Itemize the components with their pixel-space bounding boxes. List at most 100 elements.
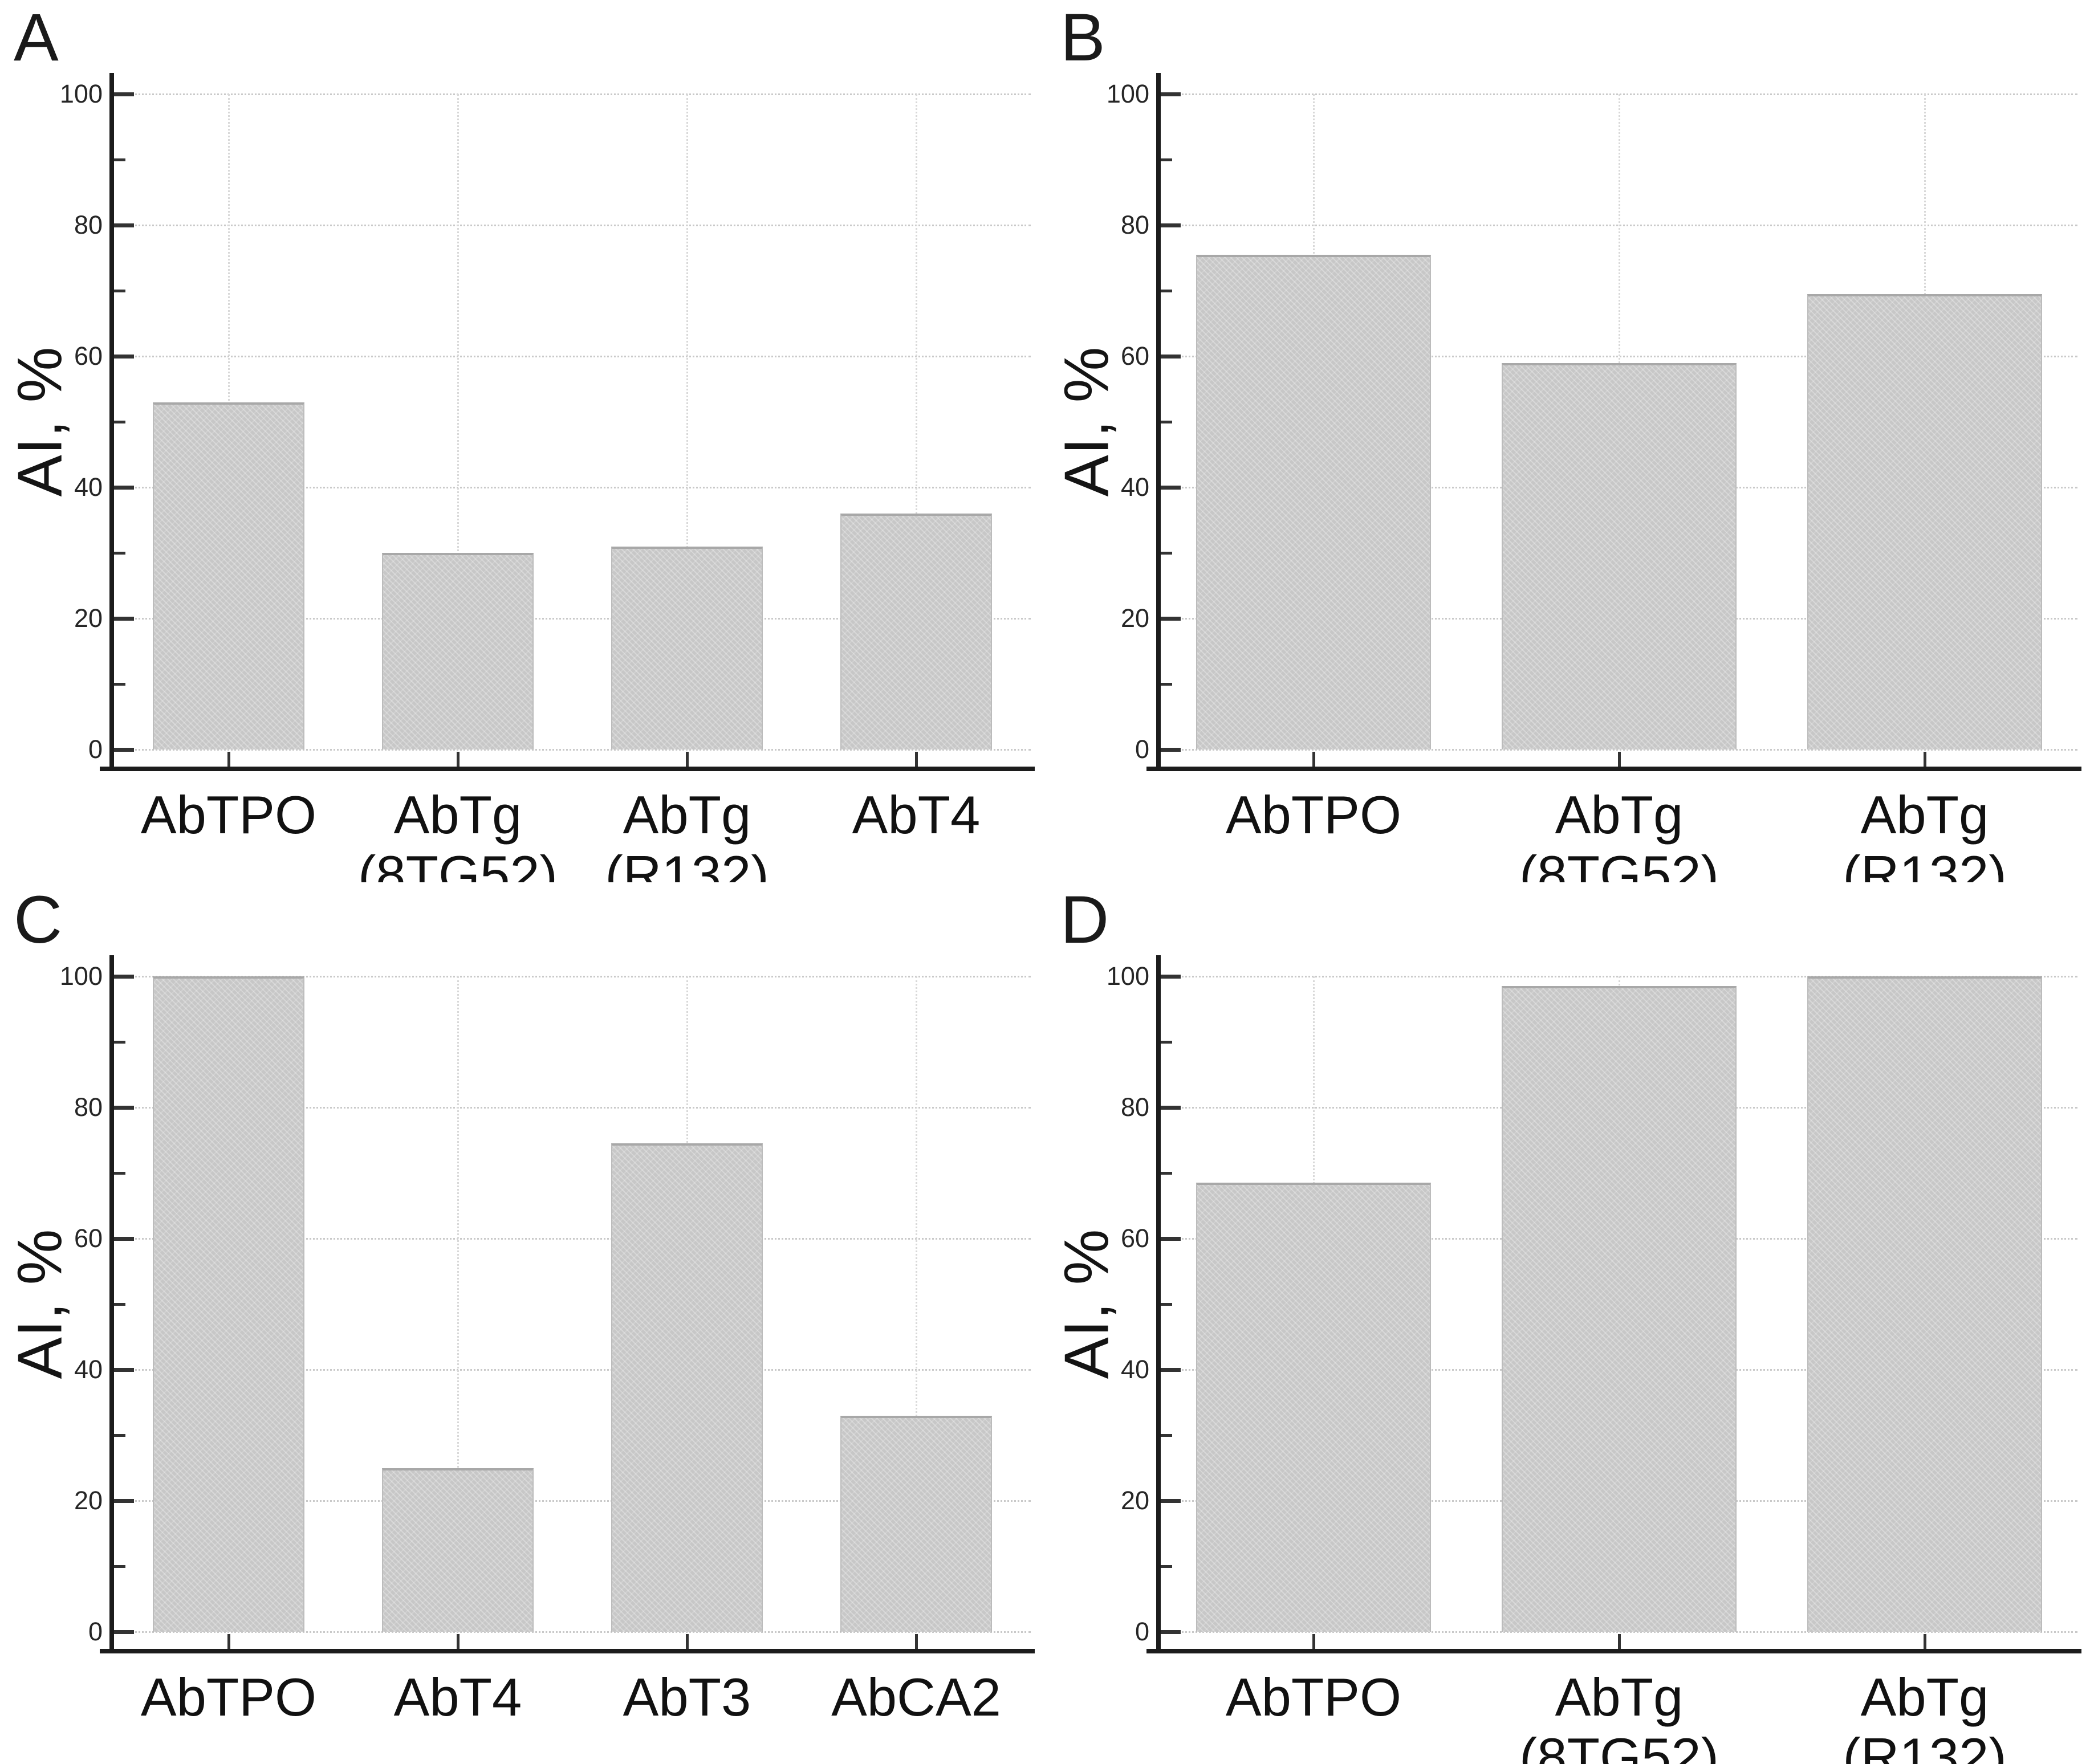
panel-letter: B	[1060, 0, 1105, 75]
x-category-label-line: AbTg	[623, 785, 751, 845]
x-category-tick-0	[227, 752, 230, 767]
x-category-tick-0	[227, 1634, 230, 1649]
y-minor-tick-50	[114, 420, 125, 423]
y-major-tick-100	[1161, 92, 1181, 96]
y-tick-label-100: 100	[59, 962, 103, 991]
y-major-tick-0	[1161, 1629, 1181, 1634]
panel-letter: C	[14, 882, 63, 958]
x-category-label-0: AbTPO	[46, 785, 411, 845]
gridline-y-60	[114, 1238, 1031, 1240]
y-major-tick-20	[114, 1498, 134, 1503]
y-minor-tick-50	[114, 1302, 125, 1306]
y-minor-tick-90	[114, 158, 125, 161]
y-major-tick-40	[114, 1367, 134, 1372]
x-category-label-line: AbT4	[393, 1667, 522, 1727]
y-major-tick-100	[1161, 974, 1181, 979]
y-tick-label-100: 100	[1106, 962, 1149, 991]
x-category-label-line: AbTg	[1860, 785, 1989, 845]
bar-abtg-8tg52	[1501, 362, 1737, 749]
y-tick-label-80: 80	[74, 210, 103, 239]
bar-abtpo	[153, 402, 304, 749]
panel-c: C AI, % 0 20 40 60 80 100 AbTPO AbT4 AbT3 AbCA2	[0, 882, 1047, 1764]
y-major-tick-20	[1161, 1498, 1181, 1503]
x-category-label-2: AbT3	[505, 1667, 869, 1727]
y-minor-tick-90	[1161, 1040, 1172, 1044]
y-axis-line	[1156, 73, 1161, 771]
x-category-label-3: AbT4	[734, 785, 1047, 845]
y-tick-label-20: 20	[1120, 604, 1149, 633]
x-category-label-0: AbTPO	[46, 1667, 411, 1727]
y-major-tick-60	[114, 354, 134, 358]
y-tick-label-20: 20	[74, 604, 103, 633]
y-major-tick-60	[1161, 354, 1181, 358]
bar-abca2	[840, 1415, 992, 1632]
y-major-tick-80	[1161, 1105, 1181, 1110]
x-category-label-line: AbTPO	[140, 785, 317, 845]
bar-abtpo	[153, 976, 304, 1632]
y-major-tick-100	[114, 92, 134, 96]
x-category-label-1: AbTg (8TG52)	[275, 785, 640, 882]
panel-b: B AI, % 0 20 40 60 80 100 AbTPO AbTg (8TG52) AbTg (R…	[1047, 0, 2094, 882]
y-minor-tick-50	[1161, 420, 1172, 423]
x-axis-line	[100, 767, 1035, 771]
y-major-tick-60	[114, 1236, 134, 1241]
y-minor-tick-70	[114, 289, 125, 292]
x-category-tick-3	[914, 752, 918, 767]
x-category-label-line: AbCA2	[831, 1667, 1001, 1727]
x-category-tick-1	[456, 1634, 460, 1649]
y-major-tick-60	[1161, 1236, 1181, 1241]
x-category-tick-0	[1312, 1634, 1315, 1649]
bar-abtpo	[1196, 254, 1432, 749]
x-category-label-0: AbTPO	[1131, 785, 1496, 845]
gridline-y-0	[1161, 1631, 2077, 1633]
x-category-label-line: AbTg	[1860, 1667, 1989, 1727]
y-tick-label-60: 60	[1120, 1224, 1149, 1253]
gridline-x-2	[686, 94, 688, 749]
y-major-tick-0	[1161, 747, 1181, 752]
gridline-y-100	[114, 93, 1031, 95]
x-category-label-line: AbTg	[1555, 1667, 1684, 1727]
x-category-tick-3	[914, 1634, 918, 1649]
x-category-tick-1	[1617, 752, 1621, 767]
y-tick-label-0: 0	[88, 1617, 103, 1646]
x-category-tick-2	[685, 1634, 689, 1649]
y-minor-tick-10	[1161, 682, 1172, 686]
x-category-label-2: AbTg (R132)	[1742, 785, 2094, 882]
y-major-tick-20	[1161, 616, 1181, 621]
y-minor-tick-70	[114, 1171, 125, 1175]
y-tick-label-60: 60	[1120, 341, 1149, 370]
y-axis-line	[1156, 955, 1161, 1653]
y-tick-label-0: 0	[1135, 1617, 1149, 1646]
y-tick-label-60: 60	[74, 341, 103, 370]
x-category-label-1: AbTg (8TG52)	[1437, 1667, 1802, 1764]
y-major-tick-80	[1161, 223, 1181, 227]
x-category-label-line: (8TG52)	[358, 845, 558, 882]
y-minor-tick-30	[1161, 1433, 1172, 1437]
bar-abt4	[840, 514, 992, 749]
y-minor-tick-10	[114, 682, 125, 686]
x-category-label-3: AbCA2	[734, 1667, 1047, 1727]
bar-abt4	[382, 1468, 534, 1632]
gridline-y-20	[114, 618, 1031, 620]
x-category-label-line: (R132)	[605, 845, 769, 882]
gridline-y-100	[114, 976, 1031, 977]
y-major-tick-40	[1161, 1367, 1181, 1372]
y-axis-line	[109, 73, 114, 771]
y-tick-label-40: 40	[74, 1355, 103, 1384]
bar-abtg-r132	[1807, 976, 2043, 1632]
x-category-label-line: AbTg	[1555, 785, 1684, 845]
x-category-label-line: (R132)	[1843, 845, 2007, 882]
y-tick-label-40: 40	[1120, 1355, 1149, 1384]
x-category-label-line: (8TG52)	[1519, 1727, 1719, 1764]
gridline-x-1	[457, 94, 459, 749]
y-minor-tick-70	[1161, 289, 1172, 292]
y-minor-tick-30	[114, 551, 125, 555]
panel-letter: D	[1060, 882, 1109, 958]
x-axis-line	[100, 1649, 1035, 1653]
x-axis-line	[1146, 1649, 2081, 1653]
x-category-label-line: (R132)	[1843, 1727, 2007, 1764]
y-tick-label-80: 80	[1120, 1093, 1149, 1122]
x-category-label-line: AbTPO	[1225, 1667, 1402, 1727]
panel-d: D AI, % 0 20 40 60 80 100 AbTPO AbTg (8TG52) AbTg (R…	[1047, 882, 2094, 1764]
